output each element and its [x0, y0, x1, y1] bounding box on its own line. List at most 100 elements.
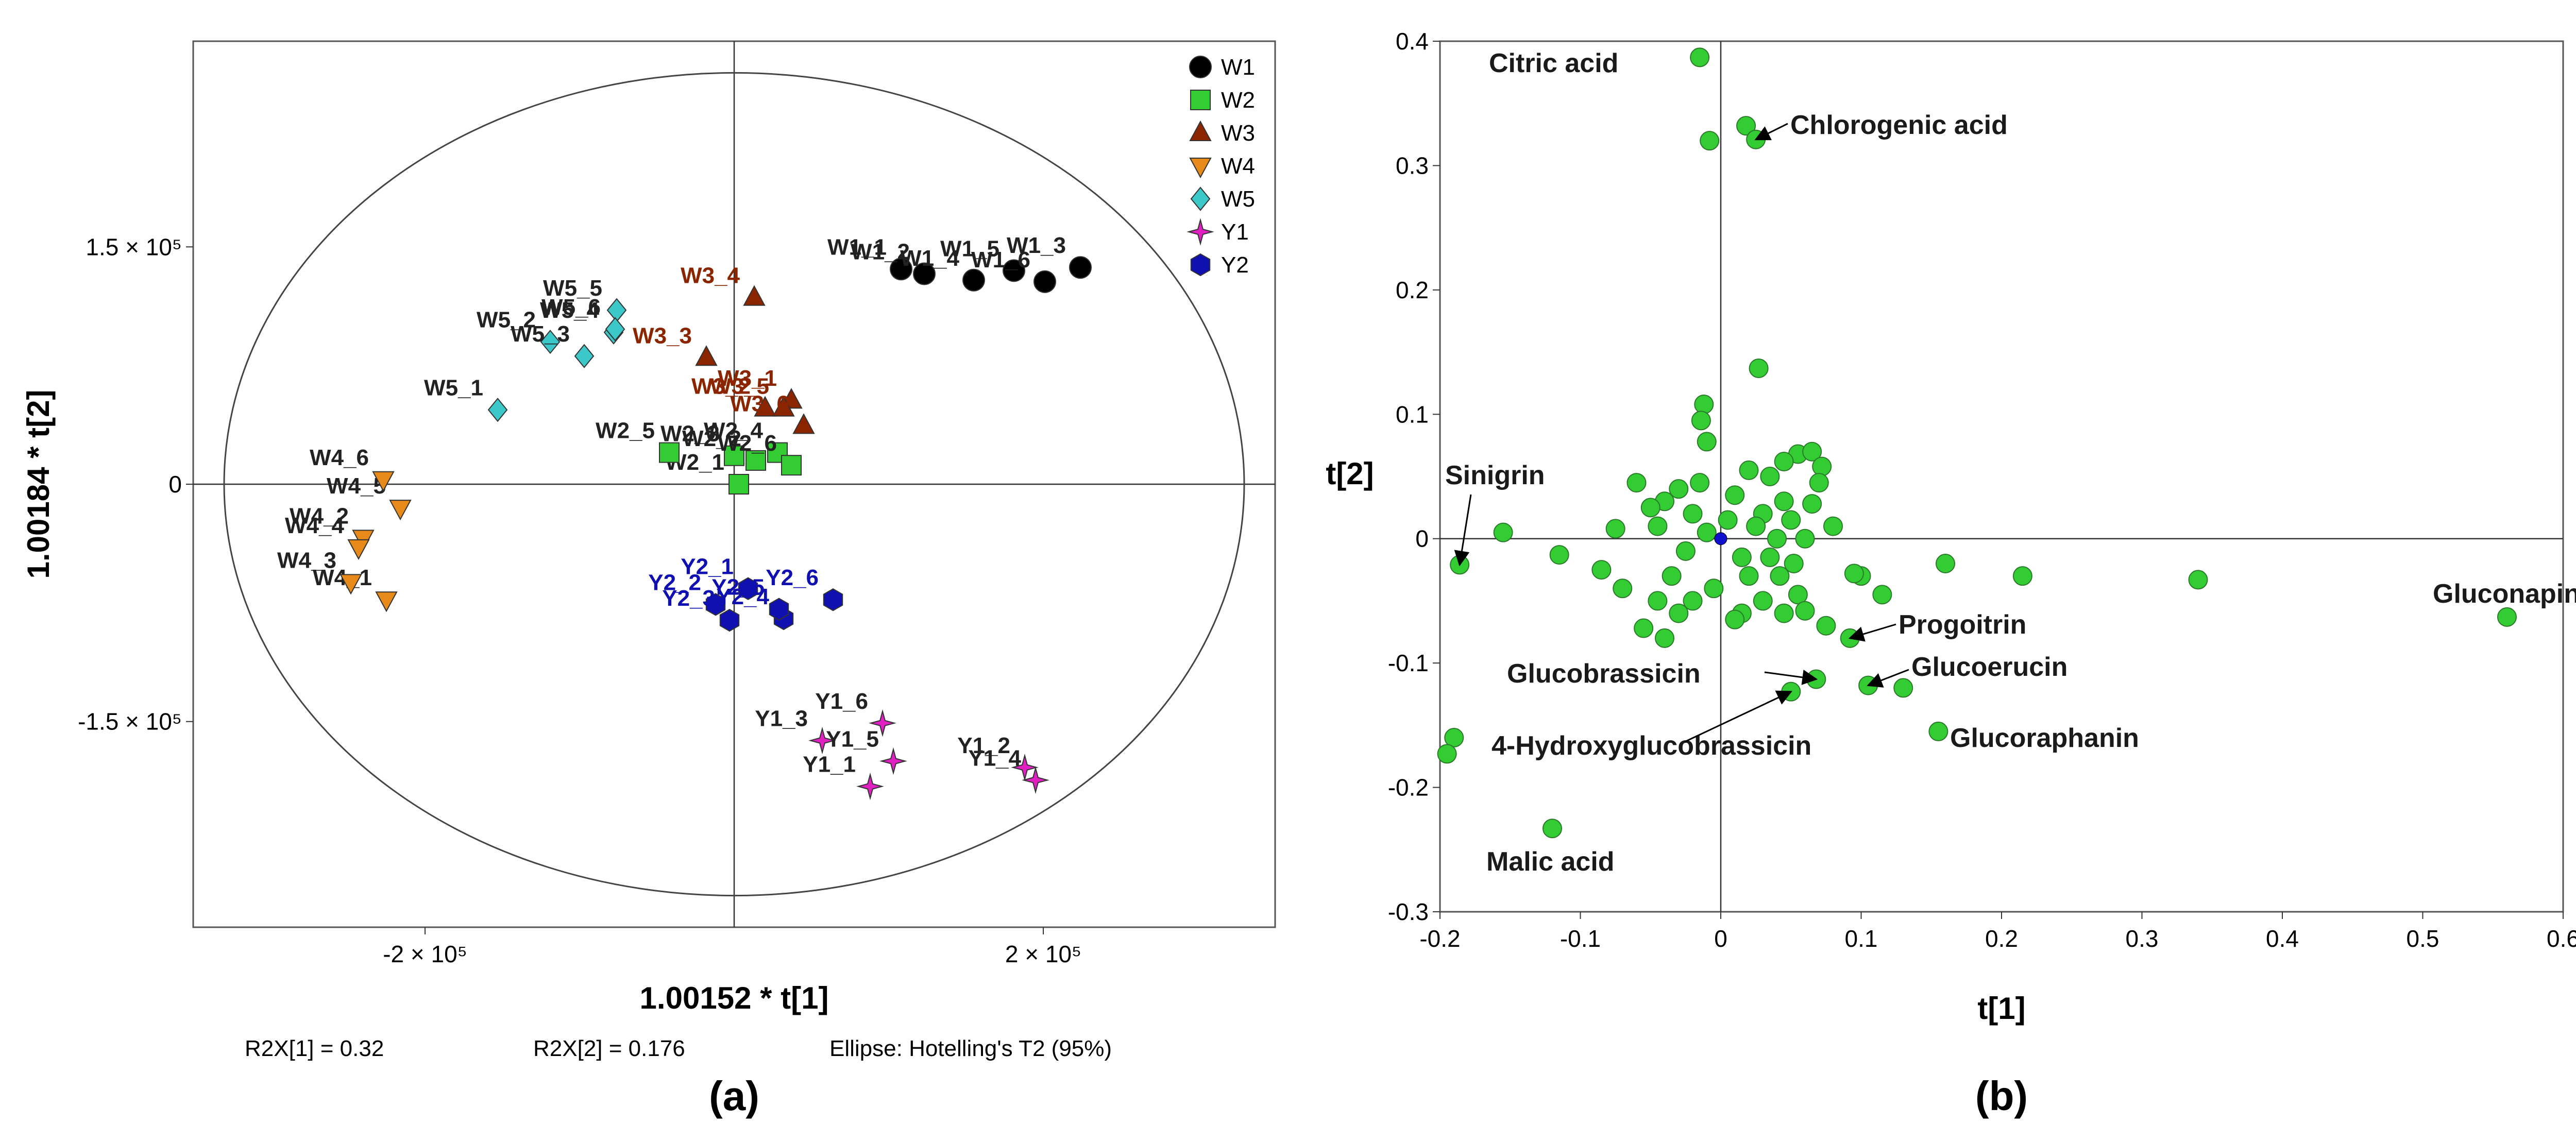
loading-point: [2497, 607, 2517, 627]
loading-point: [1816, 616, 1836, 636]
loading-point: [1543, 819, 1562, 839]
point-label-w5-3: W5_3: [511, 321, 570, 347]
loading-point: [1767, 529, 1787, 549]
legend-marker-w4: [1189, 158, 1212, 179]
annotations-b: Citric acid Chlorogenic acid Sinigrin Gluco…: [1445, 48, 2576, 877]
legend-marker-y1: [1187, 218, 1214, 246]
y-tick-label-b: 0.2: [1396, 277, 1429, 303]
x-tick-label-a: -2 × 10⁵: [383, 941, 467, 967]
loading-point: [1690, 473, 1710, 493]
loading-point: [1795, 529, 1815, 549]
point-label-w2-3: W2_3: [660, 421, 720, 447]
loading-point: [2188, 570, 2208, 590]
legend-label-y2: Y2: [1221, 252, 1249, 278]
loading-point: [1774, 491, 1794, 512]
loading-point: [1760, 467, 1780, 486]
point-label-w1-6: W1_6: [971, 247, 1030, 273]
point-w4-1: [375, 591, 398, 612]
y-tick-label-b: 0.4: [1396, 28, 1429, 55]
point-w1-4: [962, 268, 985, 292]
point-w1-6: [1033, 270, 1056, 293]
loading-point: [1662, 566, 1682, 586]
x-tick-label-b: 0.1: [1845, 925, 1878, 952]
series-w3: W3_1W3_2 W3_3 W3_4 W3_5W3_6: [633, 263, 815, 434]
x-tick-label-b: 0.5: [2406, 925, 2439, 952]
point-y1-3: [808, 726, 836, 755]
point-y2-5: [769, 598, 789, 621]
loading-point: [1640, 498, 1660, 518]
point-label-w1-2: W1_2: [851, 240, 910, 265]
series-y2: Y2_1Y2_2Y2_3 Y2_4Y2_5 Y2_6: [648, 554, 843, 632]
loading-point: [1690, 47, 1710, 67]
annotation-glucobrassicin: Glucobrassicin: [1507, 659, 1701, 689]
loading-point: [1893, 678, 1913, 698]
x-tick-label-a: 2 × 10⁵: [1005, 941, 1081, 967]
point-label-y2-6: Y2_6: [766, 565, 819, 590]
legend-a: W1 W2 W3 W4 W5 Y1 Y2: [1187, 55, 1255, 278]
point-label-w3-1: W3_1: [718, 366, 777, 391]
point-y2-3: [719, 608, 740, 632]
point-w5-3: [574, 344, 595, 368]
x-tick-label-b: 0.4: [2266, 925, 2299, 952]
annotation-chlorogenic-acid: Chlorogenic acid: [1790, 110, 2008, 140]
point-w3-5: [772, 396, 795, 417]
point-y1-6: [869, 709, 896, 737]
plot-frame-b: [1439, 40, 2564, 913]
legend-marker-w3: [1189, 120, 1212, 141]
point-label-y1-4: Y1_4: [968, 745, 1021, 771]
loading-point: [1648, 591, 1668, 611]
loading-point: [1795, 601, 1815, 621]
annotation-malic-acid: Malic acid: [1486, 847, 1615, 877]
loading-point: [1704, 578, 1724, 599]
point-y1-2: [1011, 753, 1039, 781]
legend-label-w1: W1: [1221, 55, 1255, 80]
loading-point: [1683, 591, 1703, 611]
loading-point: [1437, 744, 1457, 764]
loading-point: [1802, 494, 1822, 514]
point-y1-5: [879, 747, 907, 775]
loading-point: [1746, 516, 1766, 536]
y-tick-label-b: 0: [1415, 525, 1429, 552]
series-w1: W1_1W1_2 W1_3 W1_4W1_5W1_6: [827, 233, 1092, 293]
point-w3-2: [754, 396, 776, 417]
point-label-y1-5: Y1_5: [826, 727, 879, 752]
annotation-progoitrin: Progoitrin: [1899, 610, 2026, 640]
loading-point: [1739, 566, 1759, 586]
legend-marker-w2: [1190, 90, 1211, 110]
annotation-arrow-glucoerucin: [1867, 669, 1909, 688]
loading-point: [1549, 545, 1569, 565]
ellipse-note: Ellipse: Hotelling's T2 (95%): [829, 1036, 1112, 1061]
x-tick-label-b: -0.1: [1560, 925, 1601, 952]
point-w3-4: [743, 285, 766, 306]
y-axis-label-b: t[2]: [1326, 456, 1374, 491]
point-label-w3-2: W3_2: [691, 374, 751, 399]
loading-point: [1718, 510, 1738, 530]
loading-point: [1669, 479, 1689, 499]
loadings-plot-b: -0.2 -0.1 0 0.1 0.2 0.3 0.4 0.5 0.6 0.4 0.3 0.2 0.1 0…: [1388, 28, 2576, 952]
panel-b: -0.2 -0.1 0 0.1 0.2 0.3 0.4 0.5 0.6 0.4 0.3 0.2 0.1 0…: [1326, 28, 2576, 1119]
point-label-w5-6: W5_6: [541, 295, 601, 320]
point-label-y1-1: Y1_1: [803, 752, 856, 777]
point-label-y2-2: Y2_2: [648, 570, 701, 595]
legend-label-w5: W5: [1221, 186, 1255, 212]
legend-label-w4: W4: [1221, 154, 1255, 179]
point-y2-1: [738, 577, 758, 600]
loading-point: [1669, 603, 1689, 623]
legend-marker-y2: [1190, 253, 1211, 277]
r2x2-note: R2X[2] = 0.176: [533, 1036, 685, 1061]
annotation-citric-acid: Citric acid: [1489, 48, 1618, 78]
point-label-w2-4: W2_4: [704, 418, 763, 444]
y-tick-label-b: 0.3: [1396, 152, 1429, 179]
y-axis-label-a: 1.00184 * t[2]: [21, 390, 56, 579]
point-label-w4-3: W4_3: [277, 548, 336, 573]
point-label-y2-5: Y2_5: [711, 575, 765, 600]
series-w4: W4_1W4_2W4_3W4_4W4_5W4_6: [277, 445, 412, 612]
point-y2-2: [705, 593, 726, 616]
point-w5-2: [540, 329, 561, 354]
point-label-w1-5: W1_5: [940, 236, 999, 261]
loading-point: [1781, 510, 1801, 530]
point-w4-5: [389, 500, 412, 521]
point-w3-3: [695, 345, 718, 366]
